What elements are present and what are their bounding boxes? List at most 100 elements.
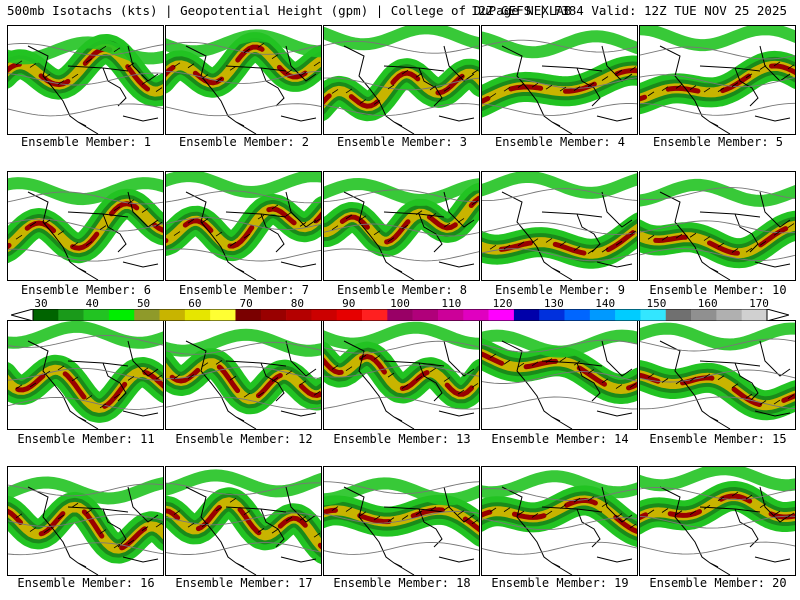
wind-barb (57, 365, 65, 371)
wind-barb (331, 225, 339, 231)
wind-barb (215, 77, 223, 83)
coastline (501, 486, 633, 575)
colorbar-label: 170 (749, 297, 769, 310)
coastline (501, 191, 633, 280)
wind-barb (187, 522, 195, 528)
wind-barb (29, 63, 37, 68)
colorbar-swatch (159, 309, 186, 321)
wind-barb (787, 64, 795, 70)
wind-barb (675, 510, 683, 516)
height-contour (640, 74, 795, 88)
wind-barb (745, 73, 753, 79)
wind-barb (545, 358, 553, 363)
wind-barb (559, 357, 567, 362)
jet-stream-map (640, 178, 795, 280)
jet-core (166, 44, 321, 86)
wind-barb (257, 214, 265, 220)
wind-barb (587, 496, 595, 502)
height-contour (324, 223, 479, 237)
wind-barb (43, 370, 51, 376)
wind-barb (313, 532, 321, 538)
colorbar-arrow-left (11, 309, 34, 321)
jet-branch-north (8, 321, 163, 349)
height-contour (324, 189, 479, 203)
height-contour (166, 41, 321, 55)
colorbar-swatch (488, 309, 515, 321)
wind-barb (415, 210, 423, 216)
wind-barb (373, 515, 381, 521)
height-contour (640, 220, 795, 234)
wind-barb (601, 247, 609, 253)
wind-barb (503, 507, 511, 513)
height-contour (324, 248, 479, 262)
wind-barb (545, 510, 553, 516)
height-contour (482, 396, 637, 410)
wind-barb (601, 76, 609, 81)
height-contour (8, 335, 163, 348)
wind-barb (373, 355, 381, 360)
height-contour (166, 103, 321, 117)
colorbar-label: 70 (239, 297, 253, 310)
wind-barb (141, 208, 149, 213)
wind-barb (587, 82, 595, 88)
wind-barb (401, 224, 409, 230)
ensemble-panel-5 (639, 25, 796, 135)
ensemble-panel-14 (481, 320, 638, 430)
wind-barb (299, 380, 307, 386)
wind-barb (331, 89, 339, 94)
wind-barb (15, 513, 23, 519)
jet-branch-north (8, 36, 163, 65)
jet-branch-north (166, 328, 321, 357)
coastline (659, 191, 791, 280)
wind-barb (141, 526, 149, 531)
height-contour (482, 188, 637, 202)
height-contour (166, 341, 321, 355)
jet-core (8, 504, 163, 552)
wind-barb (359, 215, 367, 221)
jet-stream-map (8, 476, 163, 575)
jet-stream-map (166, 29, 321, 134)
wind-barb (429, 85, 437, 91)
colorbar-swatch (58, 309, 84, 321)
height-contour (324, 396, 479, 410)
colorbar-swatch (134, 309, 160, 321)
wind-barb (155, 87, 163, 92)
coastline (659, 340, 791, 429)
wind-barb (359, 354, 367, 360)
wind-barb (99, 403, 107, 409)
wind-barb (285, 211, 293, 217)
jet-branch-north (166, 29, 321, 58)
height-contour (166, 512, 321, 526)
jet-branch-north (166, 172, 321, 199)
wind-barb (531, 238, 539, 244)
wind-barb (773, 230, 781, 236)
wind-barb (661, 86, 669, 92)
wind-barb (271, 204, 279, 210)
colorbar-swatch (362, 309, 388, 321)
wind-barb (331, 365, 339, 370)
wind-barb (471, 519, 479, 525)
wind-barb (517, 362, 525, 368)
coastline (27, 486, 159, 575)
jet-branch-north (640, 467, 795, 492)
height-contour (640, 369, 795, 383)
wind-barb (113, 543, 121, 549)
ensemble-panel-19 (481, 466, 638, 576)
wind-barb (345, 214, 353, 220)
colorbar-swatch (235, 309, 262, 321)
ensemble-panel-15 (639, 320, 796, 430)
wind-barb (647, 373, 655, 379)
member-caption: Ensemble Member: 12 (175, 432, 313, 446)
wind-barb (429, 506, 437, 512)
colorbar-swatch (286, 309, 312, 321)
wind-barb (257, 528, 265, 533)
coastline (343, 45, 475, 134)
ensemble-panel-2 (165, 25, 322, 135)
wind-barb (313, 218, 321, 224)
colorbar-swatch (437, 309, 464, 321)
wind-barb (345, 88, 353, 94)
jet-stream-map (166, 328, 321, 429)
member-caption: Ensemble Member: 11 (17, 432, 155, 446)
ensemble-panel-6 (7, 171, 164, 281)
wind-barb (429, 367, 437, 373)
